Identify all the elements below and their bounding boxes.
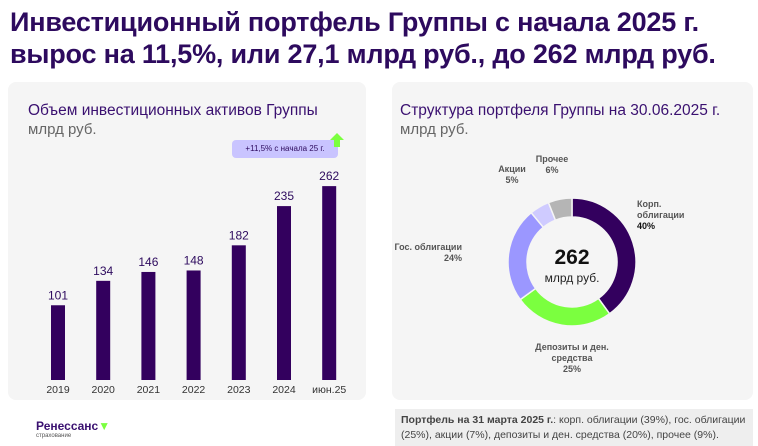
bar — [277, 206, 291, 380]
bar-value-label: 148 — [184, 253, 204, 267]
bar-value-label: 235 — [274, 189, 294, 203]
donut-chart-subtitle: млрд руб. — [400, 121, 469, 138]
bar-chart-panel: Объем инвестиционных активов Группы млрд… — [8, 82, 366, 400]
bar-chart-subtitle: млрд руб. — [28, 121, 97, 138]
arrow-up-icon — [330, 133, 344, 147]
page-title: Инвестиционный портфель Группы с начала … — [10, 7, 716, 69]
slice-percent: 25% — [563, 364, 581, 374]
slice-label: облигации — [637, 210, 684, 220]
bar-value-label: 262 — [319, 169, 339, 183]
x-tick-label: 2022 — [182, 384, 206, 396]
bar-value-label: 182 — [229, 228, 249, 242]
slice-label: Гос. облигации — [395, 242, 462, 252]
slice-percent: 40% — [637, 221, 655, 231]
bar — [186, 270, 201, 380]
x-tick-label: 2024 — [272, 384, 296, 396]
x-tick-label: 2021 — [137, 384, 161, 396]
slice-percent: 5% — [505, 175, 518, 185]
bar-value-label: 101 — [48, 288, 68, 302]
bar — [51, 305, 65, 380]
donut-center-label: млрд руб. — [545, 271, 600, 285]
donut-chart-title: Структура портфеля Группы на 30.06.2025 … — [400, 102, 721, 119]
bar-value-label: 134 — [93, 264, 113, 278]
footnote: Портфель на 31 марта 2025 г.: корп. обли… — [395, 409, 753, 446]
donut-slice — [507, 211, 545, 301]
slice-label: Прочее — [536, 154, 568, 164]
bar-value-label: 146 — [138, 255, 158, 269]
slice-label: Депозиты и ден. — [535, 342, 609, 352]
logo: Ренессанс▼ страхование — [36, 419, 111, 439]
bar — [322, 186, 337, 380]
donut-slice — [547, 197, 573, 222]
slice-label: средства — [552, 353, 594, 363]
donut-slice — [519, 287, 611, 327]
slice-label: Акции — [498, 164, 526, 174]
x-tick-label: июн.25 — [312, 384, 346, 396]
bar-chart: 101 2019 134 2020 146 2021 148 2022 182 2023 235 20… — [46, 169, 346, 396]
bar-chart-title: Объем инвестиционных активов Группы — [28, 102, 318, 119]
bar — [231, 245, 246, 380]
donut-center-value: 262 — [554, 246, 589, 269]
slice-percent: 6% — [545, 165, 558, 175]
x-tick-label: 2023 — [227, 384, 251, 396]
donut-chart-panel: Структура портфеля Группы на 30.06.2025 … — [392, 82, 753, 400]
bar — [141, 271, 156, 380]
slice-percent: 24% — [444, 253, 462, 263]
x-tick-label: 2020 — [92, 384, 116, 396]
growth-badge: +11,5% с начала 25 г. — [232, 140, 338, 158]
slice-label: Корп. — [637, 199, 661, 209]
x-tick-label: 2019 — [46, 384, 70, 396]
bar — [96, 280, 111, 380]
